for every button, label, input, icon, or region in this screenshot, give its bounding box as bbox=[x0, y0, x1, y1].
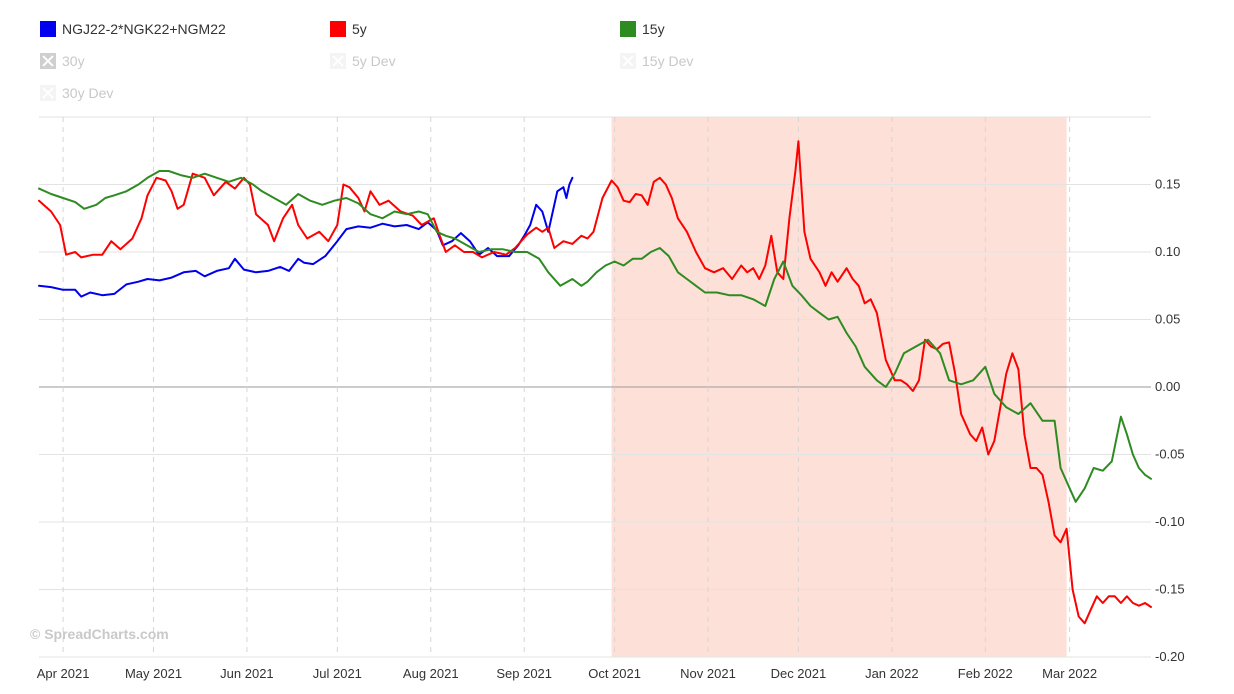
legend-item-5y-dev[interactable]: 5y Dev bbox=[330, 53, 396, 69]
x-tick-label: May 2021 bbox=[125, 666, 182, 681]
x-tick-label: Nov 2021 bbox=[680, 666, 736, 681]
legend-swatch-15y-dev-off-icon bbox=[620, 53, 636, 69]
x-tick-label: Jul 2021 bbox=[313, 666, 362, 681]
legend: NGJ22-2*NGK22+NGM22 5y 15y 30y 5y Dev 15… bbox=[0, 0, 1234, 110]
legend-item-spread[interactable]: NGJ22-2*NGK22+NGM22 bbox=[40, 21, 226, 37]
x-tick-label: Jan 2022 bbox=[865, 666, 919, 681]
y-tick-label: 0.05 bbox=[1155, 312, 1180, 327]
x-tick-label: Aug 2021 bbox=[403, 666, 459, 681]
series-line-1 bbox=[38, 140, 1152, 625]
legend-label-spread: NGJ22-2*NGK22+NGM22 bbox=[62, 21, 226, 37]
watermark: © SpreadCharts.com bbox=[30, 626, 169, 642]
axes: 0.15 0.10 0.05 0.00 -0.05 -0.10 -0.15 -0.20 Apr … bbox=[37, 177, 1185, 682]
x-tick-label: Oct 2021 bbox=[588, 666, 641, 681]
y-tick-label: -0.15 bbox=[1155, 582, 1185, 597]
legend-label-5y-dev: 5y Dev bbox=[352, 53, 396, 69]
legend-swatch-30y-off-icon bbox=[40, 53, 56, 69]
legend-item-15y-dev[interactable]: 15y Dev bbox=[620, 53, 693, 69]
legend-swatch-5y bbox=[330, 21, 346, 37]
legend-item-5y[interactable]: 5y bbox=[330, 21, 367, 37]
legend-label-5y: 5y bbox=[352, 21, 367, 37]
y-tick-label: -0.20 bbox=[1155, 649, 1185, 664]
y-tick-label: 0.15 bbox=[1155, 177, 1180, 192]
legend-swatch-5y-dev-off-icon bbox=[330, 53, 346, 69]
y-tick-label: -0.10 bbox=[1155, 514, 1185, 529]
legend-item-30y-dev[interactable]: 30y Dev bbox=[40, 85, 113, 101]
legend-item-30y[interactable]: 30y bbox=[40, 53, 85, 69]
x-tick-label: Apr 2021 bbox=[37, 666, 90, 681]
legend-label-15y: 15y bbox=[642, 21, 665, 37]
y-tick-label: 0.10 bbox=[1155, 244, 1180, 259]
x-tick-label: Dec 2021 bbox=[771, 666, 827, 681]
legend-item-15y[interactable]: 15y bbox=[620, 21, 665, 37]
legend-label-15y-dev: 15y Dev bbox=[642, 53, 694, 69]
series-layer bbox=[38, 140, 1152, 625]
x-tick-label: Jun 2021 bbox=[220, 666, 274, 681]
y-tick-label: 0.00 bbox=[1155, 379, 1180, 394]
x-tick-label: Mar 2022 bbox=[1042, 666, 1097, 681]
legend-label-30y: 30y bbox=[62, 53, 85, 69]
x-tick-label: Feb 2022 bbox=[958, 666, 1013, 681]
x-tick-label: Sep 2021 bbox=[496, 666, 552, 681]
y-tick-label: -0.05 bbox=[1155, 447, 1185, 462]
legend-swatch-30y-dev-off-icon bbox=[40, 85, 56, 101]
legend-swatch-15y bbox=[620, 21, 636, 37]
gridlines bbox=[39, 116, 1151, 658]
series-line-2 bbox=[38, 170, 1152, 503]
legend-label-30y-dev: 30y Dev bbox=[62, 85, 114, 101]
legend-swatch-spread bbox=[40, 21, 56, 37]
